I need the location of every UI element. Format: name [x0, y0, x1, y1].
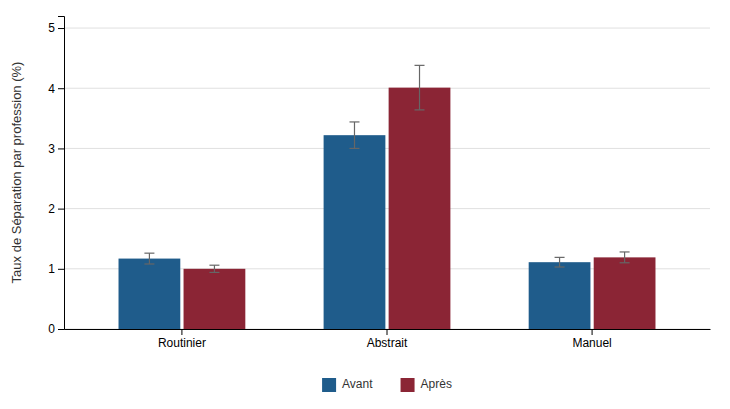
grid-line: [64, 88, 710, 89]
error-bar-cap: [415, 65, 425, 66]
bar: [389, 88, 451, 329]
y-axis: 0 1 2 3 4 5: [48, 17, 64, 337]
legend-label: Après: [421, 377, 452, 391]
y-tick-label: 3: [48, 142, 55, 156]
x-tick: Routinier: [158, 329, 206, 350]
legend-label: Avant: [342, 377, 373, 391]
x-tick-label: Manuel: [572, 336, 611, 350]
error-bar-cap: [144, 263, 154, 264]
error-bar: [415, 65, 425, 110]
y-tick: 0: [48, 322, 64, 336]
grid-line: [64, 28, 710, 29]
error-bar: [620, 252, 630, 263]
legend-item: Avant: [322, 377, 373, 392]
y-tick-mark: [58, 28, 64, 29]
bar: [184, 269, 246, 329]
error-bar-cap: [349, 148, 359, 149]
grid-line: [64, 208, 710, 209]
x-tick: Abstrait: [367, 329, 408, 350]
error-bar-cap: [349, 121, 359, 122]
error-bar-cap: [555, 257, 565, 258]
x-tick-mark: [592, 329, 593, 335]
y-tick-mark: [58, 269, 64, 270]
legend-swatch: [322, 378, 336, 392]
y-tick-label: 4: [48, 82, 55, 96]
y-axis-line: [58, 17, 65, 330]
y-tick-mark: [58, 209, 64, 210]
error-bar-line: [354, 122, 355, 148]
x-axis: Routinier Abstrait Manuel: [65, 329, 711, 350]
error-bar-cap: [209, 272, 219, 273]
error-bar-line: [214, 265, 215, 272]
error-bar-cap: [209, 265, 219, 266]
y-tick-label: 2: [48, 202, 55, 216]
y-tick-mark: [58, 329, 64, 330]
bar: [119, 259, 181, 329]
y-tick: 5: [48, 21, 64, 35]
series: [184, 88, 656, 329]
error-bar-line: [149, 253, 150, 264]
legend-swatch: [401, 378, 415, 392]
error-bar-line: [419, 65, 420, 110]
chart: Routinier Abstrait Manuel 0 1 2 3 4 5 Taux de Sép…: [0, 0, 730, 409]
x-tick-label: Routinier: [158, 336, 206, 350]
error-bar-line: [624, 252, 625, 263]
grid-line: [64, 148, 710, 149]
error-bar: [144, 253, 154, 264]
error-bars: [209, 65, 629, 272]
x-tick-mark: [387, 329, 388, 335]
y-axis-title: Taux de Séparation par profession (%): [9, 62, 24, 284]
y-tick-mark: [58, 148, 64, 149]
error-bar-cap: [144, 253, 154, 254]
bar: [594, 257, 656, 329]
y-tick: 4: [48, 82, 64, 96]
legend-item: Après: [401, 377, 452, 392]
error-bars: [144, 122, 564, 267]
series: [119, 135, 591, 329]
y-tick: 3: [48, 142, 64, 156]
marks: [119, 65, 656, 329]
error-bar: [555, 257, 565, 267]
y-tick: 2: [48, 202, 64, 216]
error-bar: [349, 122, 359, 148]
grid: [64, 28, 710, 329]
y-tick-label: 0: [48, 322, 55, 336]
bar: [529, 262, 591, 329]
error-bar-cap: [555, 266, 565, 267]
plot: Routinier Abstrait Manuel 0 1 2 3 4 5: [48, 17, 710, 350]
x-tick-mark: [181, 329, 182, 335]
y-tick: 1: [48, 262, 64, 276]
error-bar-cap: [415, 109, 425, 110]
y-tick-mark: [58, 88, 64, 89]
bar: [324, 135, 386, 329]
error-bar: [209, 265, 219, 272]
error-bar-cap: [620, 262, 630, 263]
y-tick-label: 1: [48, 262, 55, 276]
legend: Avant Après: [322, 377, 452, 392]
error-bar-line: [559, 257, 560, 267]
x-tick: Manuel: [572, 329, 611, 350]
y-tick-label: 5: [48, 21, 55, 35]
x-tick-label: Abstrait: [367, 336, 408, 350]
error-bar-cap: [620, 251, 630, 252]
